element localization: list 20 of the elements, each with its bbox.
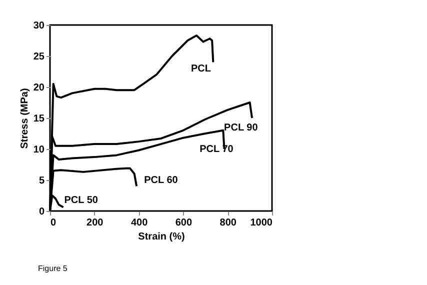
x-tick-label: 1000 xyxy=(250,218,273,228)
y-tick-label: 15 xyxy=(33,114,45,124)
series-label: PCL xyxy=(190,63,211,74)
series-label: PCL 60 xyxy=(144,175,178,186)
y-tick-label: 10 xyxy=(33,144,45,156)
series-label: PCL 50 xyxy=(64,194,98,206)
x-tick-label: 600 xyxy=(175,218,192,228)
y-tick-label: 5 xyxy=(38,176,45,186)
y-tick-label: 30 xyxy=(33,20,45,32)
caption: Figure 5 xyxy=(38,264,68,273)
x-tick-label: 400 xyxy=(130,218,148,228)
x-axis-title: Strain (%) xyxy=(138,232,185,242)
x-tick-label: 0 xyxy=(50,218,56,228)
y-tick-label: 20 xyxy=(33,82,45,94)
x-tick-label: 200 xyxy=(86,218,104,228)
y-tick-label: 25 xyxy=(33,52,45,62)
y-tick-label: 0 xyxy=(38,206,45,218)
y-axis-title: Stress (MPa) xyxy=(19,88,30,149)
x-tick-label: 800 xyxy=(220,218,237,228)
series-label: PCL 90 xyxy=(224,122,258,134)
